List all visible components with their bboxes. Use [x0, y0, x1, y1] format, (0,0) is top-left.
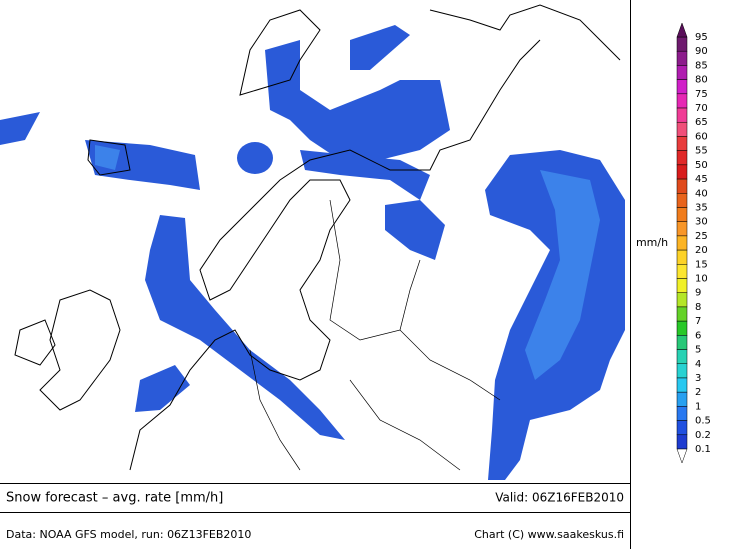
colorbar-label: 40 — [695, 188, 708, 199]
colorbar-segment — [676, 363, 688, 379]
colorbar-bottom — [676, 448, 688, 464]
colorbar-segment — [676, 136, 688, 151]
snow-area — [350, 25, 410, 70]
colorbar-label: 5 — [695, 345, 701, 356]
colorbar-label: 9 — [695, 288, 701, 299]
colorbar-label: 10 — [695, 274, 708, 285]
colorbar-label: 4 — [695, 359, 701, 370]
colorbar-segment — [676, 150, 688, 166]
colorbar-segment — [676, 406, 688, 421]
colorbar-segment — [676, 292, 688, 308]
colorbar-label: 45 — [695, 174, 708, 185]
colorbar-segment — [676, 36, 688, 52]
credit: Chart (C) www.saakeskus.fi — [474, 528, 624, 541]
coastline — [39, 289, 121, 411]
colorbar-label: 0.5 — [695, 416, 711, 427]
colorbar-segment — [676, 107, 688, 123]
colorbar-label: 95 — [695, 32, 708, 43]
colorbar-segment — [676, 335, 688, 350]
colorbar-label: 50 — [695, 160, 708, 171]
snow-area — [95, 145, 120, 170]
snow-area — [237, 142, 273, 174]
colorbar-label: 1 — [695, 401, 701, 412]
colorbar-segment — [676, 93, 688, 109]
colorbar-segment — [676, 79, 688, 95]
snow-area — [265, 40, 450, 160]
snow-area — [0, 112, 40, 145]
colorbar-label: 0.2 — [695, 430, 711, 441]
snow-area — [385, 200, 445, 260]
colorbar-segment — [676, 50, 688, 66]
colorbar-segment — [676, 320, 688, 336]
colorbar-segment — [676, 207, 688, 222]
colorbar-label: 55 — [695, 146, 708, 157]
colorbar-label: 0.1 — [695, 444, 711, 455]
colorbar-top — [676, 22, 688, 38]
snow-area — [135, 365, 190, 412]
valid-time: Valid: 06Z16FEB2010 — [495, 491, 624, 505]
colorbar-segment — [676, 420, 688, 436]
colorbar-segment — [676, 434, 688, 450]
map-title: Snow forecast – avg. rate [mm/h] — [6, 491, 223, 506]
colorbar-segment — [676, 221, 688, 237]
coastline — [239, 9, 321, 96]
data-source: Data: NOAA GFS model, run: 06Z13FEB2010 — [6, 528, 251, 541]
colorbar-segment — [676, 235, 688, 251]
colorbar-label: 7 — [695, 316, 701, 327]
colorbar-label: 75 — [695, 89, 708, 100]
colorbar-label: 80 — [695, 75, 708, 86]
colorbar-label: 3 — [695, 373, 701, 384]
colorbar-label: 60 — [695, 131, 708, 142]
coastline — [129, 39, 541, 471]
colorbar-segment — [676, 121, 688, 137]
colorbar-label: 2 — [695, 387, 701, 398]
snow-area — [145, 215, 345, 440]
map — [0, 4, 625, 480]
colorbar-label: 8 — [695, 302, 701, 313]
colorbar-label: 35 — [695, 202, 708, 213]
colorbar-label: 15 — [695, 259, 708, 270]
colorbar-label: 65 — [695, 117, 708, 128]
colorbar-label: 70 — [695, 103, 708, 114]
colorbar-label: 90 — [695, 46, 708, 57]
colorbar-label: 25 — [695, 231, 708, 242]
colorbar-label: 30 — [695, 217, 708, 228]
country-border — [249, 199, 501, 471]
coastline — [87, 139, 131, 176]
snow-area — [300, 150, 430, 200]
snow-area — [525, 170, 600, 380]
colorbar-segment — [676, 264, 688, 279]
colorbar-segment — [676, 178, 688, 194]
colorbar-segment — [676, 349, 688, 365]
colorbar-segment — [676, 306, 688, 322]
colorbar-label: 6 — [695, 330, 701, 341]
coastline — [429, 4, 621, 61]
colorbar-segment — [676, 193, 688, 208]
colorbar-segment — [676, 164, 688, 180]
colorbar-segment — [676, 249, 688, 265]
colorbar-segment — [676, 377, 688, 393]
colorbar-segment — [676, 278, 688, 293]
colorbar-segment — [676, 391, 688, 407]
colorbar-segment — [676, 65, 688, 80]
colorbar: 9590858075706560555045403530252015109876… — [676, 22, 711, 464]
coastline — [14, 319, 56, 366]
colorbar-label: 20 — [695, 245, 708, 256]
colorbar-label: 85 — [695, 60, 708, 71]
colorbar-unit: mm/h — [636, 236, 668, 249]
